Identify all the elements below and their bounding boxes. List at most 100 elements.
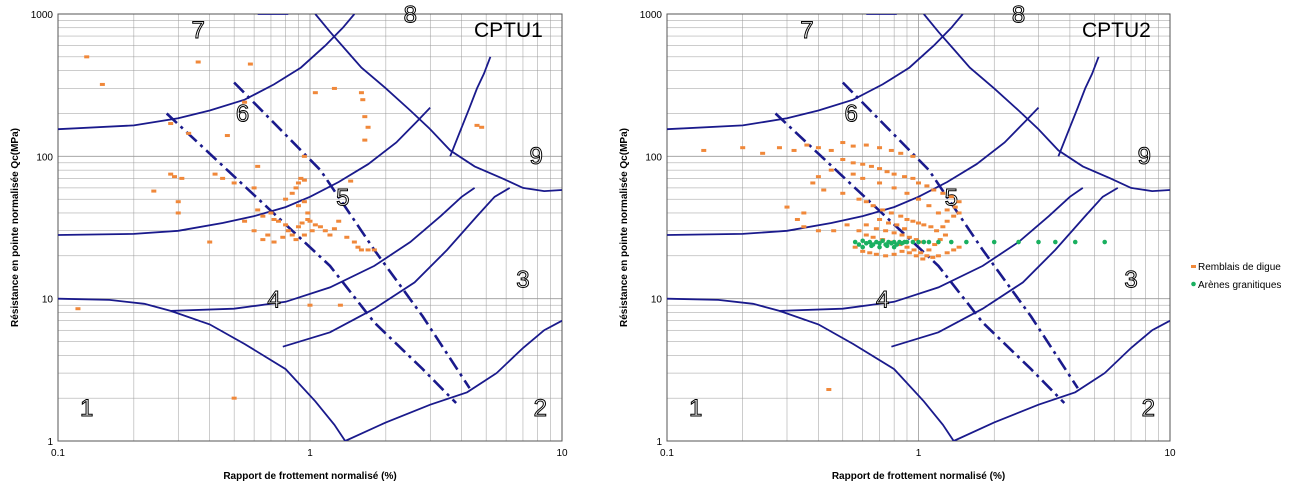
data-point-remblais [784,205,790,209]
data-point-remblais [815,229,821,233]
zone-label-1: 1 [689,395,702,422]
data-point-remblais [344,235,350,239]
zone-label-6: 6 [845,101,858,128]
data-point-remblais [856,229,862,233]
data-point-remblais [931,188,937,192]
data-point-remblais [877,217,883,221]
data-point-remblais [873,252,879,256]
x-tick-label: 10 [1164,448,1176,459]
data-point-arenes [936,239,941,245]
data-point-remblais [371,248,377,252]
data-point-remblais [891,231,897,235]
data-point-remblais [910,219,916,223]
zone-boundary-line [1057,56,1100,157]
data-point-remblais [283,197,289,201]
data-point-remblais [293,186,299,190]
data-point-remblais [168,122,174,126]
data-point-remblais [307,303,313,307]
data-point-remblais [906,251,912,255]
data-point-remblais [331,227,337,231]
data-point-remblais [348,179,354,183]
data-point-remblais [295,225,301,229]
data-point-remblais [355,245,361,249]
data-point-remblais [924,254,930,258]
data-point-remblais [888,211,894,215]
data-point-arenes [948,239,954,245]
data-point-remblais [312,91,318,95]
zone-boundary-line [667,297,955,441]
data-point-remblais [860,249,866,253]
data-point-remblais [940,225,946,229]
legend-label-arenes: Arènes granitiques [1198,280,1281,291]
data-point-remblais [840,141,846,145]
data-point-remblais [285,229,291,233]
zone-label-9: 9 [1138,143,1151,170]
zone-boundary-line [282,187,511,348]
data-point-arenes [869,243,874,249]
zone-boundary-line [344,319,562,441]
data-point-arenes [877,244,882,250]
data-point-remblais [880,208,886,212]
data-point-remblais [863,233,869,237]
data-point-arenes [1053,239,1058,245]
data-point-remblais [289,233,295,237]
data-point-remblais [884,170,890,174]
data-point-remblais [791,148,797,152]
data-point-remblais [317,225,323,229]
grid [57,14,562,442]
data-point-remblais [260,238,266,242]
data-point-remblais [231,396,237,400]
data-point-remblais [952,205,958,209]
y-tick-label: 10 [42,295,54,306]
data-point-remblais [956,245,962,249]
data-point-remblais [910,176,916,180]
data-point-arenes [867,239,873,245]
data-point-remblais [898,214,904,218]
data-point-remblais [179,176,185,180]
y-tick-label: 100 [36,152,53,163]
data-point-remblais [910,154,916,158]
data-point-remblais [886,221,892,225]
data-point-remblais [265,233,271,237]
legend: Remblais de digue Arènes granitiques [1191,262,1281,291]
dash-dot-guide-line [774,112,1066,404]
data-point-remblais [944,208,950,212]
y-tick-label: 1 [656,437,662,448]
data-point-remblais [195,60,201,64]
data-point-arenes [916,239,921,245]
y-tick-label: 1000 [31,10,54,21]
data-point-remblais [913,254,919,258]
data-point-remblais [740,146,746,150]
data-point-remblais [944,219,950,223]
data-point-remblais [913,238,919,242]
data-point-remblais [904,245,910,249]
data-point-remblais [289,191,295,195]
data-point-remblais [305,217,311,221]
data-point-remblais [899,233,905,237]
data-point-remblais [280,235,286,239]
y-tick-label: 1000 [640,10,663,21]
data-point-remblais [276,219,282,223]
zone-label-3: 3 [516,266,529,293]
data-point-remblais [850,161,856,165]
data-point-remblais [247,62,253,66]
data-point-remblais [928,225,934,229]
data-point-arenes [863,240,869,246]
data-point-remblais [358,248,364,252]
data-point-remblais [951,248,957,252]
data-point-remblais [322,229,328,233]
data-point-remblais [84,55,90,59]
data-point-remblais [804,143,810,147]
data-point-remblais [948,195,954,199]
data-point-remblais [231,181,237,185]
data-point-remblais [474,123,480,127]
data-point-remblais [351,240,357,244]
data-point-remblais [301,233,307,237]
data-point-remblais [810,181,816,185]
data-point-remblais [934,229,940,233]
zone-label-1: 1 [80,395,93,422]
data-point-remblais [801,211,807,215]
data-point-remblais [891,172,897,176]
data-point-remblais [935,254,941,258]
